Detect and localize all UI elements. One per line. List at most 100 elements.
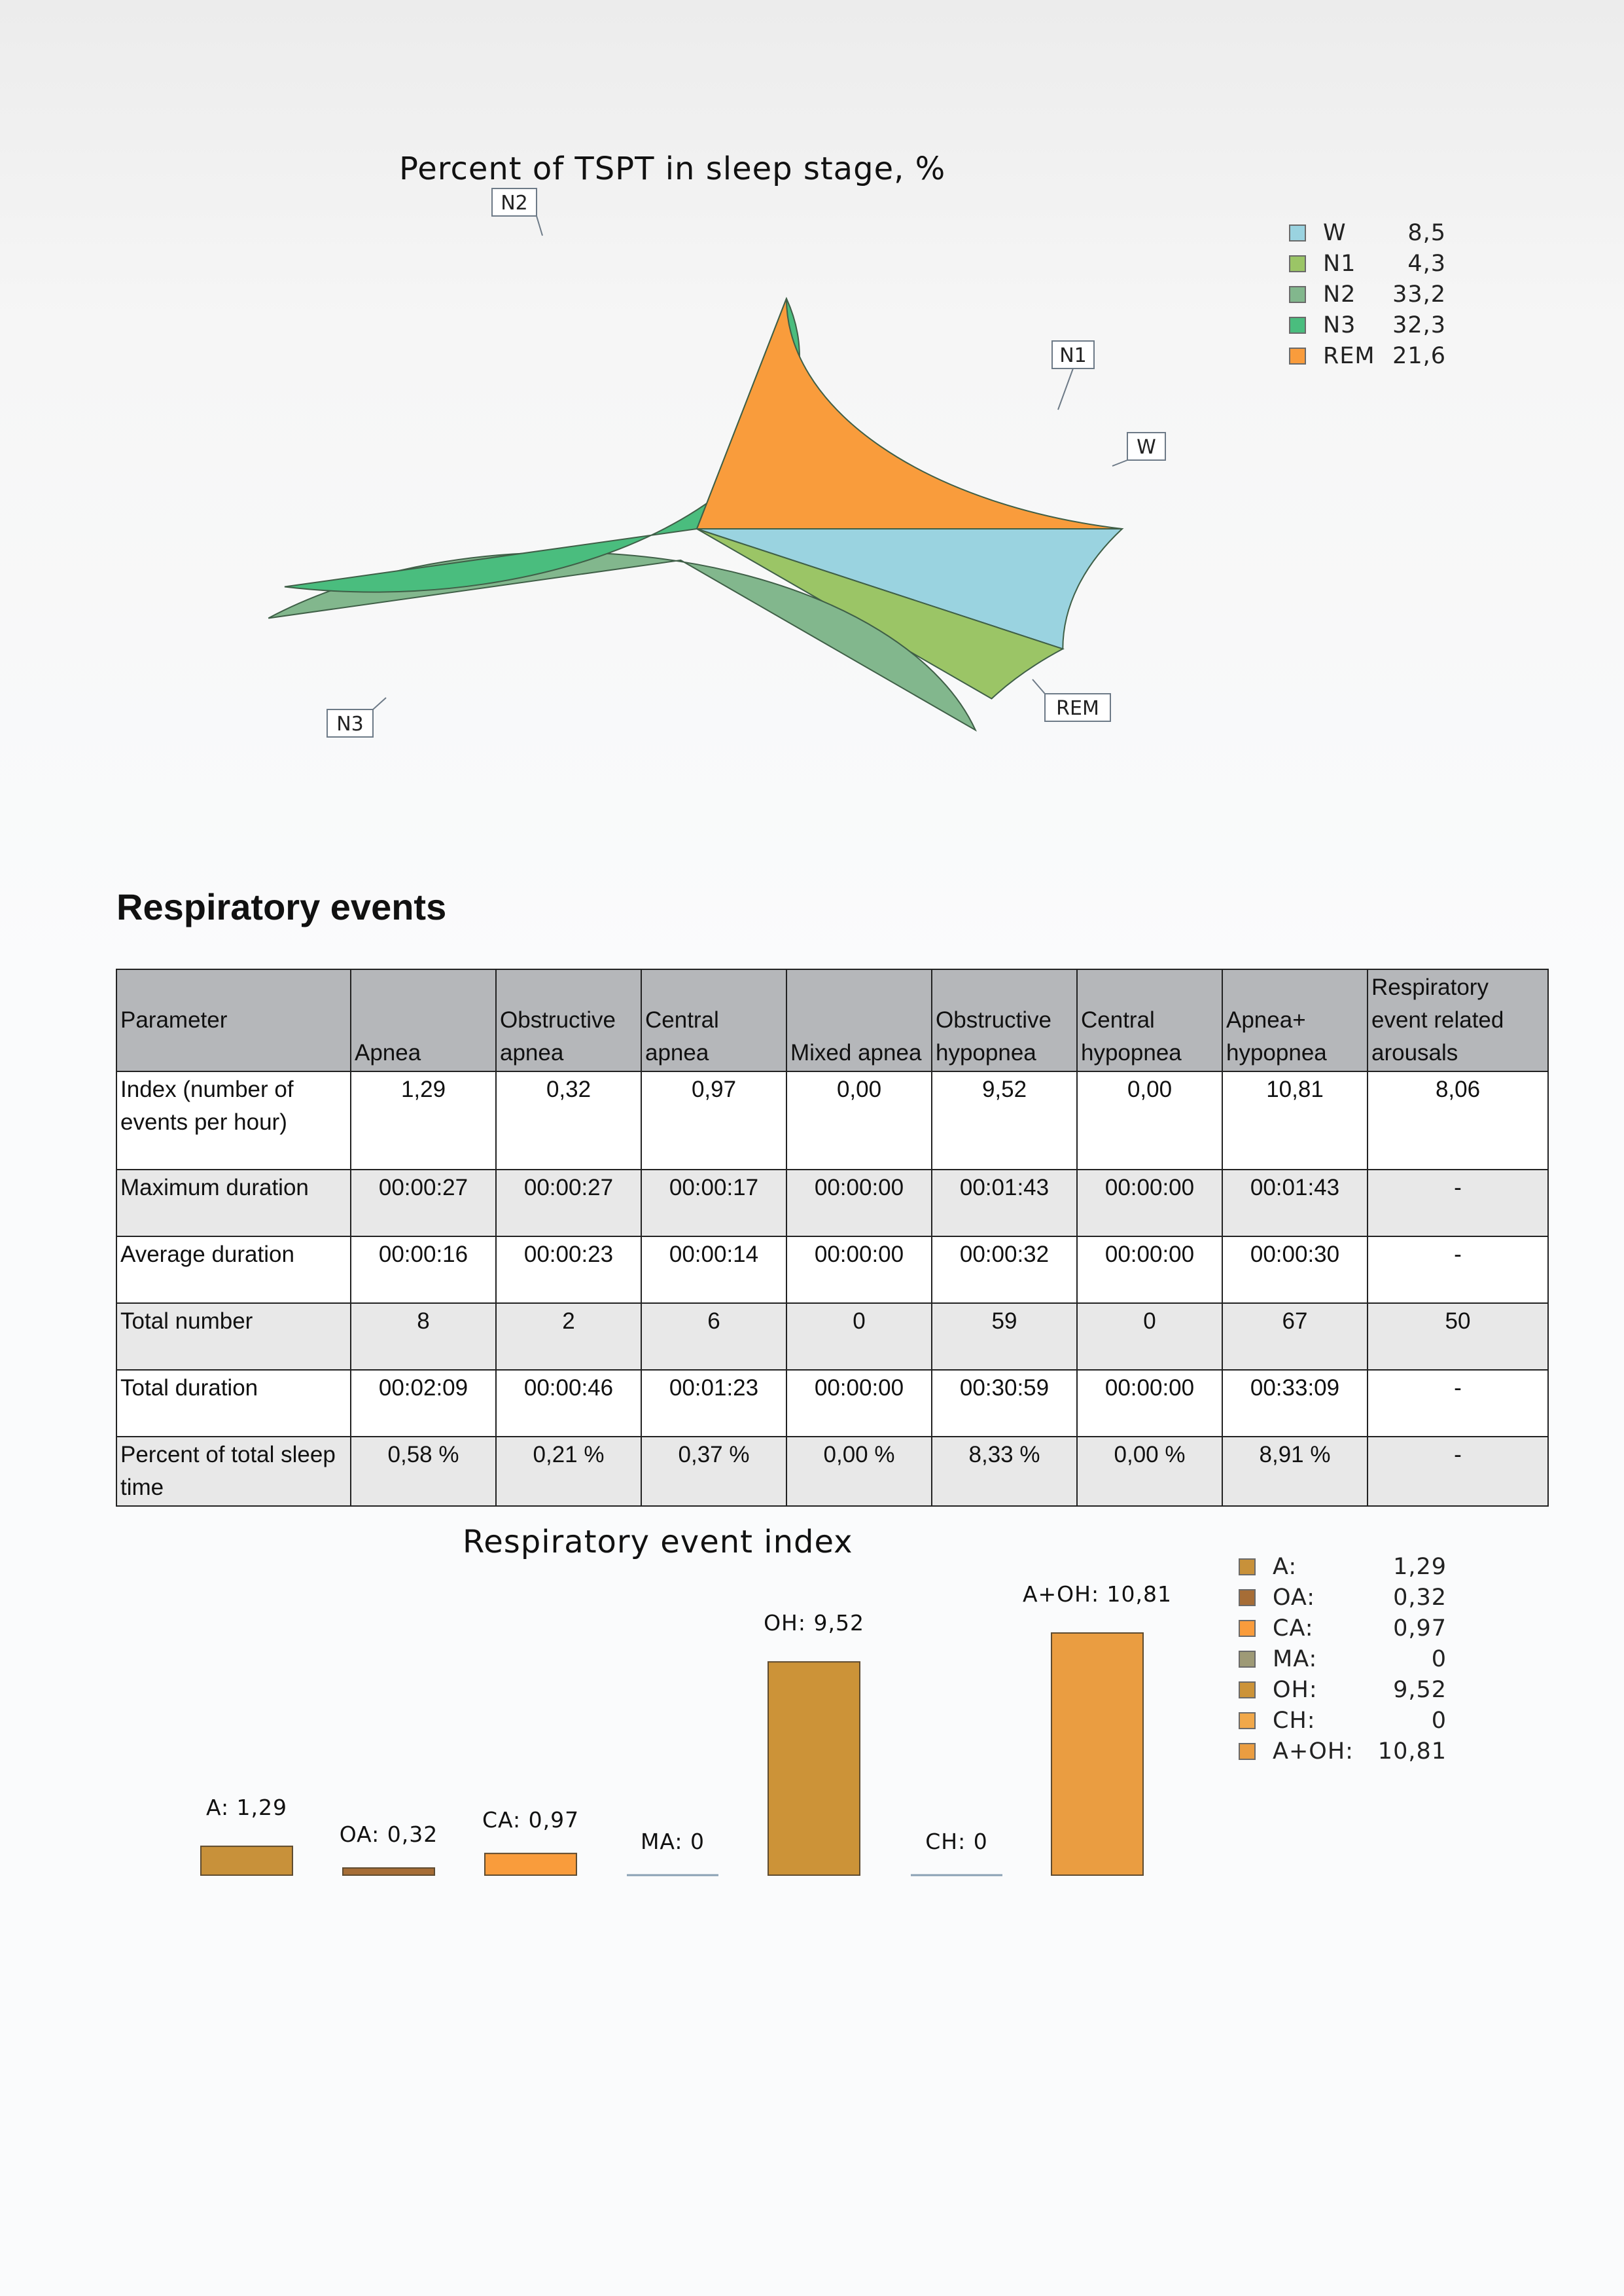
svg-text:N2: N2: [501, 192, 528, 215]
bar-ca: [484, 1852, 577, 1876]
table-cell: 8,06: [1367, 1071, 1549, 1170]
table-cell: -: [1367, 1436, 1549, 1507]
svg-text:N1: N1: [1059, 344, 1087, 367]
table-cell: 00:00:23: [495, 1236, 642, 1304]
pie-legend-item-w: W 8,5: [1289, 220, 1446, 251]
table-cell: 0,00: [1076, 1071, 1223, 1170]
table-cell: 00:00:00: [1076, 1236, 1223, 1304]
bar-a: [200, 1845, 293, 1876]
legend-swatch: [1239, 1651, 1256, 1668]
table-cell: 00:00:27: [495, 1169, 642, 1237]
table-cell: 00:01:43: [1222, 1169, 1368, 1237]
table-row: Total number 8 2 6 0 59 0 67 50: [116, 1302, 1549, 1371]
pie-legend-item-rem: REM 21,6: [1289, 343, 1446, 374]
table-cell: 0,00: [786, 1071, 932, 1170]
pie-label-w: W: [1112, 432, 1166, 467]
table-cell: 00:00:32: [931, 1236, 1078, 1304]
pie-label-rem: REM: [1032, 679, 1111, 722]
row-label: Total number: [116, 1302, 351, 1371]
table-cell: -: [1367, 1169, 1549, 1237]
table-row: Index (number of events per hour) 1,29 0,3…: [116, 1071, 1549, 1170]
bar-legend-item-oa: OA: 0,32: [1239, 1585, 1447, 1615]
pie-label-n2: N2: [491, 188, 543, 236]
section-heading: Respiratory events: [116, 886, 447, 927]
legend-label: REM: [1323, 343, 1375, 369]
table-cell: 0,00 %: [1076, 1436, 1223, 1507]
legend-label: A:: [1273, 1554, 1297, 1580]
bar-label-ma: MA: 0: [641, 1829, 705, 1854]
table-cell: 00:00:00: [786, 1369, 932, 1437]
table-row: Percent of total sleep time 0,58 % 0,21 % 0…: [116, 1436, 1549, 1507]
table-cell: 0,97: [641, 1071, 787, 1170]
bar-legend-item-a-plus-oh: A+OH: 10,81: [1239, 1738, 1447, 1769]
table-header-row: Parameter Apnea Obstructive apnea Central a…: [116, 969, 1549, 1072]
table-cell: 67: [1222, 1302, 1368, 1371]
column-header-apnea-plus-hypopnea: Apnea+ hypopnea: [1222, 969, 1368, 1072]
row-label: Maximum duration: [116, 1169, 351, 1237]
legend-label: W: [1323, 220, 1347, 246]
legend-value: 32,3: [1392, 312, 1446, 338]
legend-swatch: [1289, 317, 1306, 334]
table-cell: 00:00:14: [641, 1236, 787, 1304]
bar-label-ca: CA: 0,97: [482, 1807, 579, 1833]
table-cell: 00:00:00: [1076, 1169, 1223, 1237]
table-cell: 8: [350, 1302, 497, 1371]
pie-label-n1: N1: [1051, 340, 1095, 410]
column-header-central-apnea: Central apnea: [641, 969, 787, 1072]
table-cell: 6: [641, 1302, 787, 1371]
table-cell: 00:01:43: [931, 1169, 1078, 1237]
row-label: Index (number of events per hour): [116, 1071, 351, 1170]
column-header-parameter: Parameter: [116, 969, 351, 1072]
table-cell: -: [1367, 1236, 1549, 1304]
legend-swatch: [1239, 1743, 1256, 1760]
column-header-respiratory-event-related-arousals: Respiratory event related arousals: [1367, 969, 1549, 1072]
legend-swatch: [1239, 1681, 1256, 1698]
pie-legend-item-n3: N3 32,3: [1289, 312, 1446, 343]
bar-label-a: A: 1,29: [206, 1795, 287, 1820]
legend-swatch: [1289, 286, 1306, 303]
table-cell: 00:33:09: [1222, 1369, 1368, 1437]
legend-swatch: [1239, 1558, 1256, 1575]
pie-slice-w: [696, 528, 1124, 650]
pie-chart-legend: W 8,5 N1 4,3 N2 33,2 N3 32,3 REM 21,6: [1289, 220, 1446, 374]
table-cell: 0: [786, 1302, 932, 1371]
legend-swatch: [1289, 348, 1306, 365]
table-cell: 2: [495, 1302, 642, 1371]
row-label: Average duration: [116, 1236, 351, 1304]
legend-value: 0: [1431, 1646, 1447, 1672]
bar-oa: [342, 1867, 435, 1876]
table-cell: 00:00:27: [350, 1169, 497, 1237]
legend-value: 21,6: [1392, 343, 1446, 369]
table-cell: 50: [1367, 1302, 1549, 1371]
legend-value: 4,3: [1407, 251, 1446, 277]
legend-value: 0,32: [1393, 1585, 1447, 1611]
table-cell: 0,58 %: [350, 1436, 497, 1507]
table-cell: 00:30:59: [931, 1369, 1078, 1437]
legend-label: N3: [1323, 312, 1356, 338]
table-cell: 00:02:09: [350, 1369, 497, 1437]
legend-label: N2: [1323, 281, 1356, 308]
table-cell: 10,81: [1222, 1071, 1368, 1170]
table-cell: 00:00:30: [1222, 1236, 1368, 1304]
column-header-central-hypopnea: Central hypopnea: [1076, 969, 1223, 1072]
table-cell: 00:00:00: [1076, 1369, 1223, 1437]
legend-swatch: [1239, 1589, 1256, 1606]
table-cell: 1,29: [350, 1071, 497, 1170]
table-row: Total duration 00:02:09 00:00:46 00:01:23 00…: [116, 1369, 1549, 1437]
table-cell: 9,52: [931, 1071, 1078, 1170]
row-label: Percent of total sleep time: [116, 1436, 351, 1507]
legend-swatch: [1289, 224, 1306, 242]
table-row: Average duration 00:00:16 00:00:23 00:00:14…: [116, 1236, 1549, 1304]
legend-label: A+OH:: [1273, 1738, 1354, 1765]
legend-swatch: [1239, 1620, 1256, 1637]
table-cell: 0,32: [495, 1071, 642, 1170]
pie-label-n3: N3: [327, 697, 387, 738]
svg-text:N3: N3: [336, 713, 364, 736]
bar-chart-legend: A: 1,29 OA: 0,32 CA: 0,97 MA: 0 OH: 9,52 CH: 0 A+OH:…: [1239, 1554, 1447, 1769]
bar-legend-item-a: A: 1,29: [1239, 1554, 1447, 1585]
table-cell: 00:00:16: [350, 1236, 497, 1304]
legend-value: 10,81: [1377, 1738, 1447, 1765]
pie-chart-title: Percent of TSPT in sleep stage, %: [399, 151, 946, 187]
bar-legend-item-ch: CH: 0: [1239, 1708, 1447, 1738]
